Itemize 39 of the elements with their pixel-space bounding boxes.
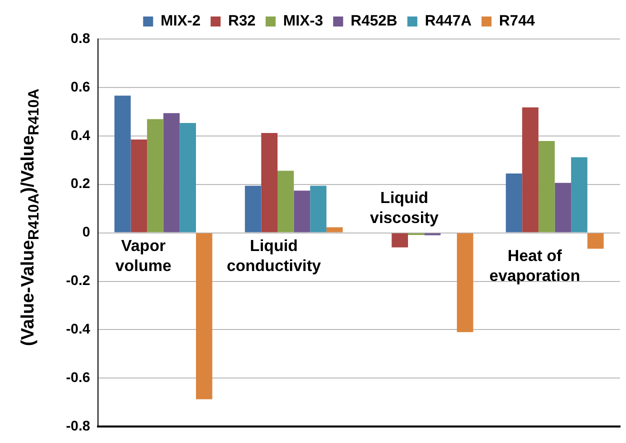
bar	[196, 233, 212, 400]
bar	[456, 233, 474, 332]
bar	[180, 123, 196, 232]
x-tick-label: Heat of evaporation	[489, 248, 580, 286]
legend-label: R744	[499, 12, 536, 30]
y-tick-label: -0.6	[66, 369, 90, 386]
y-tick-label: -0.4	[66, 320, 90, 337]
bar	[538, 140, 555, 232]
x-tick-label: Liquid conductivity	[226, 238, 322, 276]
bar	[294, 190, 310, 232]
bar	[310, 186, 326, 232]
legend-label: MIX-2	[160, 12, 201, 30]
y-tick-label: 0.8	[70, 30, 90, 46]
bar	[571, 157, 588, 232]
bar	[114, 96, 131, 232]
bar	[554, 182, 572, 232]
legend-label: R32	[228, 12, 256, 30]
bar	[244, 186, 262, 232]
y-tick-label: 0.2	[70, 175, 90, 192]
bar	[326, 227, 343, 232]
legend-label: R452B	[350, 12, 398, 30]
bar	[506, 173, 522, 232]
y-tick-label: -0.8	[66, 417, 90, 434]
bar	[261, 132, 278, 232]
x-tick-label: Vapor volume	[115, 238, 172, 276]
bar	[392, 233, 408, 248]
bar	[163, 113, 180, 232]
bar	[147, 119, 164, 232]
bar	[522, 107, 538, 232]
bar	[130, 140, 148, 232]
y-tick-label: 0	[82, 224, 90, 240]
y-tick-label: 0.4	[70, 126, 90, 143]
x-tick-label: Liquid viscosity	[370, 190, 439, 228]
legend-label: R447A	[424, 12, 472, 30]
y-tick-label: -0.2	[66, 272, 90, 288]
y-tick-label: 0.6	[70, 78, 90, 94]
bar	[278, 170, 294, 232]
bar	[587, 233, 604, 249]
legend-label: MIX-3	[283, 12, 324, 30]
